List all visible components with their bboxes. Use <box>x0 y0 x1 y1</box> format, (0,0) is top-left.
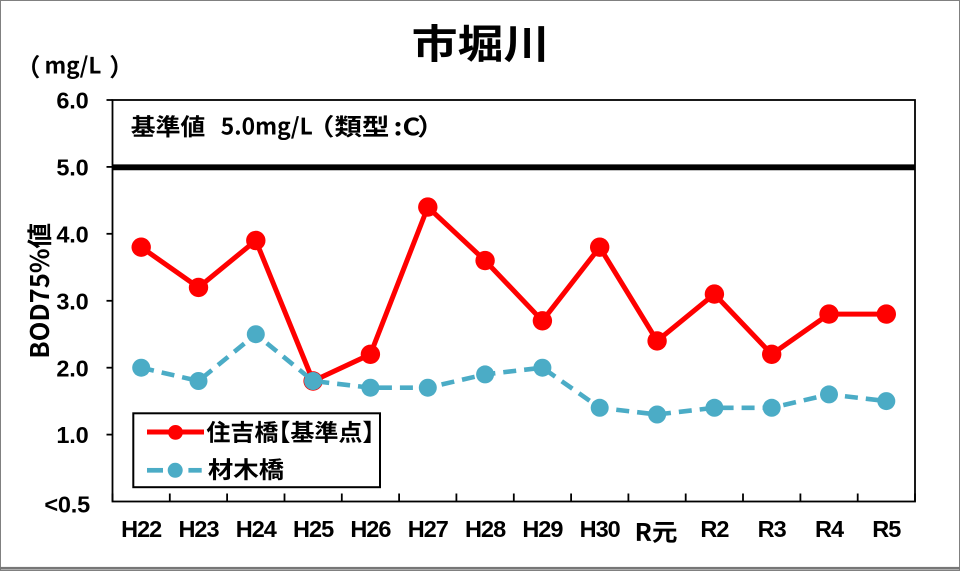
svg-text:5.0: 5.0 <box>56 155 88 181</box>
svg-text:H23: H23 <box>178 516 219 542</box>
svg-text:H22: H22 <box>121 516 162 542</box>
svg-text:R4: R4 <box>815 516 844 542</box>
svg-text:<0.5: <0.5 <box>44 492 90 518</box>
svg-text:H26: H26 <box>350 516 391 542</box>
svg-text:H29: H29 <box>522 516 563 542</box>
svg-text:6.0: 6.0 <box>56 88 88 114</box>
svg-text:1.0: 1.0 <box>56 422 88 448</box>
svg-text:R2: R2 <box>700 516 729 542</box>
svg-text:H30: H30 <box>580 516 621 542</box>
svg-text:3.0: 3.0 <box>56 288 88 314</box>
svg-text:H25: H25 <box>293 516 334 542</box>
svg-text:R3: R3 <box>758 516 787 542</box>
svg-text:4.0: 4.0 <box>56 221 88 247</box>
svg-text:H28: H28 <box>465 516 506 542</box>
svg-text:H27: H27 <box>408 516 449 542</box>
svg-text:H24: H24 <box>236 516 277 542</box>
svg-text:R5: R5 <box>872 516 901 542</box>
svg-text:2.0: 2.0 <box>56 355 88 381</box>
